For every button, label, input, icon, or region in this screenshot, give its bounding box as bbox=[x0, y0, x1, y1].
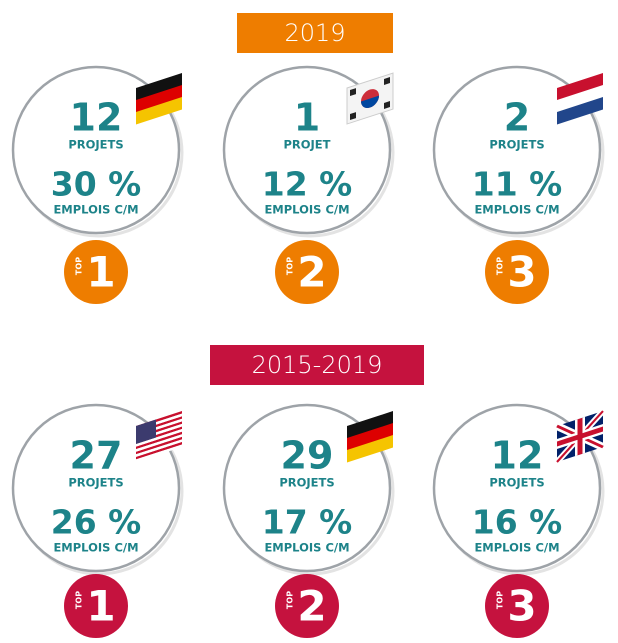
flag-stripe bbox=[136, 431, 182, 450]
flag-trigram bbox=[384, 101, 390, 109]
count-label: PROJETS bbox=[279, 476, 334, 490]
count-label: PROJETS bbox=[489, 138, 544, 152]
count-label: PROJETS bbox=[68, 476, 123, 490]
share: 12 % bbox=[262, 165, 352, 204]
flag-stripe bbox=[347, 411, 393, 439]
flag-canton bbox=[136, 419, 156, 444]
count: 12 bbox=[491, 434, 544, 478]
share: 26 % bbox=[51, 503, 141, 542]
count-label: PROJETS bbox=[489, 476, 544, 490]
flag-trigram bbox=[384, 77, 390, 85]
flag-stripe bbox=[136, 444, 182, 462]
share: 17 % bbox=[262, 503, 352, 542]
flag bbox=[347, 411, 393, 463]
count: 1 bbox=[294, 96, 320, 140]
rank-badge bbox=[485, 240, 549, 304]
flag-stripe bbox=[136, 436, 182, 455]
flag-stripe bbox=[136, 85, 182, 113]
share: 30 % bbox=[51, 165, 141, 204]
share: 16 % bbox=[472, 503, 562, 542]
flag-emblem bbox=[361, 95, 379, 108]
top-label: TOP bbox=[496, 257, 505, 275]
section-title: 2019 bbox=[284, 19, 345, 47]
flag-cross bbox=[557, 417, 603, 456]
rank: 2 bbox=[297, 582, 326, 631]
share-label: EMPLOIS C/M bbox=[474, 541, 559, 555]
top-label: TOP bbox=[75, 257, 84, 275]
rank: 1 bbox=[86, 248, 115, 297]
share-label: EMPLOIS C/M bbox=[53, 541, 138, 555]
flag-stripe bbox=[347, 435, 393, 463]
count: 29 bbox=[281, 434, 334, 478]
flag bbox=[554, 408, 606, 465]
section-header bbox=[237, 13, 393, 53]
rank: 3 bbox=[507, 248, 536, 297]
rank: 2 bbox=[297, 248, 326, 297]
flag-trigram bbox=[350, 112, 356, 121]
share-label: EMPLOIS C/M bbox=[474, 203, 559, 217]
count: 12 bbox=[70, 96, 123, 140]
rank-badge bbox=[275, 574, 339, 638]
flag-stripe bbox=[347, 423, 393, 451]
share-label: EMPLOIS C/M bbox=[264, 203, 349, 217]
flag-stripe bbox=[557, 85, 603, 113]
section-header bbox=[210, 345, 424, 385]
share-label: EMPLOIS C/M bbox=[53, 203, 138, 217]
flag-stripe bbox=[136, 97, 182, 125]
top-label: TOP bbox=[286, 591, 295, 609]
rank-badge bbox=[64, 574, 128, 638]
section-title: 2015-2019 bbox=[252, 351, 383, 379]
count: 2 bbox=[504, 96, 530, 140]
flag-stripe bbox=[136, 434, 182, 452]
share: 11 % bbox=[472, 165, 562, 204]
flag bbox=[346, 72, 394, 125]
count-label: PROJET bbox=[283, 138, 330, 152]
flag-stripe bbox=[136, 441, 182, 460]
top-label: TOP bbox=[75, 591, 84, 609]
rank: 1 bbox=[86, 582, 115, 631]
rank-badge bbox=[64, 240, 128, 304]
top-label: TOP bbox=[496, 591, 505, 609]
flag-stripe bbox=[136, 439, 182, 457]
flag-stripe bbox=[136, 73, 182, 101]
share-label: EMPLOIS C/M bbox=[264, 541, 349, 555]
flag bbox=[136, 73, 182, 125]
flag-stripe bbox=[136, 429, 182, 447]
top-label: TOP bbox=[286, 257, 295, 275]
flag bbox=[557, 73, 603, 125]
rank-badge bbox=[485, 574, 549, 638]
count-label: PROJETS bbox=[68, 138, 123, 152]
flag-stripe bbox=[557, 73, 603, 101]
flag-stripe bbox=[557, 97, 603, 125]
rank-badge bbox=[275, 240, 339, 304]
flag-trigram bbox=[350, 88, 356, 97]
flag bbox=[136, 411, 182, 462]
rank: 3 bbox=[507, 582, 536, 631]
count: 27 bbox=[70, 434, 123, 478]
